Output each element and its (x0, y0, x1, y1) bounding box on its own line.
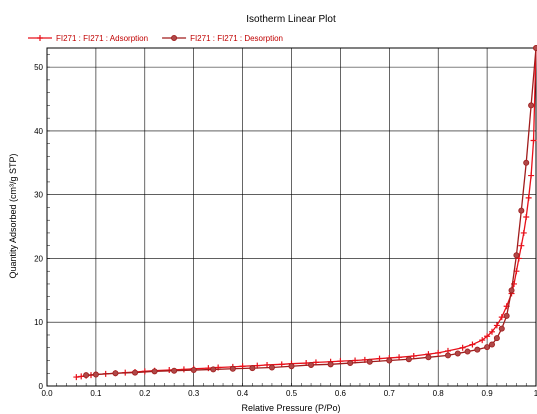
desorption-point (386, 357, 393, 364)
desorption-point (498, 325, 505, 332)
adsorption-point (459, 344, 466, 351)
y-axis: 0 10 20 30 40 50 (34, 54, 50, 391)
y-tick-label: 10 (34, 318, 43, 327)
x-tick-label: 0.0 (41, 389, 53, 398)
desorption-point (327, 361, 334, 368)
adsorption-point (264, 361, 271, 368)
x-tick-label: 0.2 (139, 389, 151, 398)
adsorption-point (528, 172, 535, 179)
y-tick-label: 50 (34, 63, 43, 72)
x-tick-label: 0.1 (90, 389, 102, 398)
desorption-point (171, 367, 178, 374)
desorption-point (464, 348, 471, 355)
desorption-point (308, 361, 315, 368)
desorption-point (268, 364, 275, 371)
x-tick-label: 0.4 (237, 389, 249, 398)
desorption-point (249, 365, 256, 372)
desorption-point (488, 341, 495, 348)
adsorption-point (523, 214, 530, 220)
x-tick-label: 0.9 (482, 389, 494, 398)
desorption-point (405, 356, 412, 363)
desorption-point (92, 371, 99, 378)
y-axis-label: Quantity Adsorbed (cm³/g STP) (8, 153, 18, 278)
y-tick-label: 0 (39, 382, 44, 391)
legend-item-2: FI271 : FI271 : Desorption (162, 34, 283, 43)
desorption-point (151, 368, 158, 375)
adsorption-point (520, 229, 527, 236)
desorption-point (533, 45, 537, 51)
adsorption-point (73, 374, 80, 381)
x-tick-label: 0.7 (384, 389, 396, 398)
x-tick-label: 1 (534, 389, 537, 398)
desorption-point (474, 346, 481, 353)
legend-item-1: FI271 : FI271 : Adsorption (28, 34, 148, 43)
x-tick-label: 0.5 (286, 389, 298, 398)
series-layer (73, 45, 537, 381)
desorption-point (190, 367, 197, 374)
adsorption-point (518, 242, 525, 249)
legend-marker (171, 35, 178, 42)
adsorption-point (78, 373, 85, 380)
adsorption-point (180, 366, 187, 373)
adsorption-point (493, 322, 500, 329)
chart-title: Isotherm Linear Plot (246, 14, 336, 25)
legend-label: FI271 : FI271 : Adsorption (56, 34, 148, 43)
adsorption-point (484, 333, 491, 340)
adsorption-point (488, 328, 495, 335)
desorption-point (288, 363, 295, 370)
legend-label: FI271 : FI271 : Desorption (190, 34, 283, 43)
legend: FI271 : FI271 : Adsorption FI271 : FI271 … (28, 34, 283, 43)
adsorption-point (469, 341, 476, 348)
adsorption-point (530, 137, 537, 144)
desorption-point (132, 369, 139, 376)
x-tick-label: 0.3 (188, 389, 200, 398)
desorption-point (508, 287, 515, 294)
desorption-point (112, 370, 119, 377)
legend-marker (37, 35, 43, 41)
desorption-point (528, 102, 535, 109)
desorption-point (523, 159, 530, 166)
series-2 (83, 45, 537, 379)
desorption-point (347, 360, 354, 367)
adsorption-point (498, 314, 505, 321)
x-tick-label: 0.6 (335, 389, 347, 398)
adsorption-point (479, 337, 486, 344)
grid (46, 48, 537, 386)
adsorption-point (435, 349, 442, 356)
y-tick-label: 20 (34, 254, 43, 263)
desorption-point (518, 207, 525, 214)
desorption-point (444, 352, 451, 359)
adsorption-point (525, 194, 532, 201)
desorption-point (229, 365, 236, 372)
adsorption-point (410, 353, 417, 360)
desorption-point (83, 372, 90, 379)
x-tick-label: 0.8 (433, 389, 445, 398)
desorption-point (425, 354, 432, 361)
desorption-point (366, 358, 373, 365)
y-tick-label: 30 (34, 191, 43, 200)
x-axis: 0.0 0.1 0.2 0.3 0.4 0.5 0.6 0.7 0.8 0.9 1 (41, 383, 537, 398)
desorption-point (513, 252, 520, 259)
x-axis-label: Relative Pressure (P/Po) (241, 403, 340, 413)
y-tick-label: 40 (34, 127, 43, 136)
desorption-point (493, 335, 500, 342)
desorption-point (503, 312, 510, 319)
desorption-point (210, 366, 217, 373)
series-line (86, 47, 537, 376)
desorption-point (454, 350, 461, 357)
desorption-point (484, 344, 491, 351)
